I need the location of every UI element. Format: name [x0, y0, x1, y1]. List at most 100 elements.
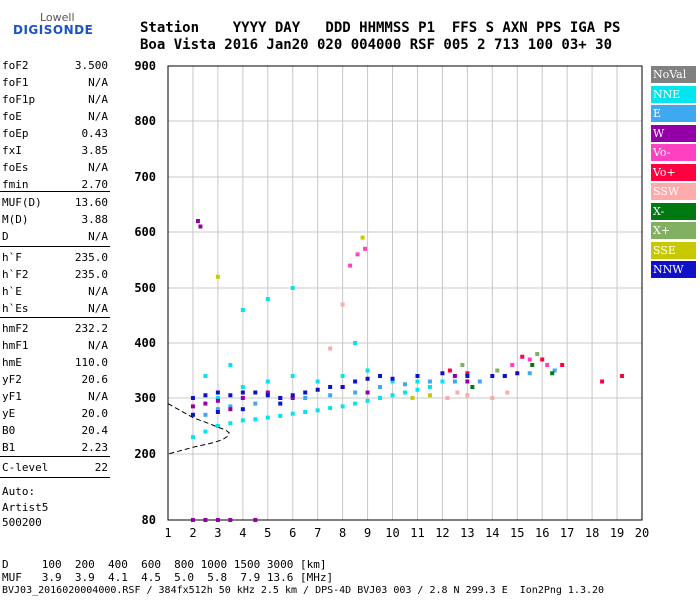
data-point-vo	[527, 357, 532, 362]
param-value: 235.0	[74, 268, 108, 281]
separator	[0, 246, 110, 247]
param-value: 110.0	[74, 356, 108, 369]
data-point-vo	[447, 368, 452, 373]
autoscaling-code: 500200	[2, 516, 42, 529]
data-point-e	[527, 371, 532, 376]
param-row: D N/A	[2, 230, 108, 247]
data-point-ssw	[490, 396, 495, 400]
data-point-nne	[353, 401, 358, 406]
param-name: M(D)	[2, 213, 29, 226]
y-tick-label: 800	[134, 114, 156, 128]
data-point-w	[215, 518, 220, 522]
x-tick-label: 9	[364, 526, 371, 540]
data-point-nne	[365, 398, 370, 403]
data-point-w	[465, 379, 470, 384]
data-point-vo	[620, 374, 625, 378]
separator	[0, 191, 110, 192]
data-point-w	[365, 390, 370, 395]
autoscaling-method: Artist5	[2, 501, 49, 514]
data-point-nnw	[240, 390, 245, 395]
param-value: N/A	[88, 76, 108, 89]
data-point-w	[215, 398, 220, 403]
digisonde-logo: DIGISONDE	[13, 23, 94, 37]
param-name: yE	[2, 407, 16, 420]
data-point-nne	[190, 435, 195, 440]
param-name: h`F	[2, 251, 22, 264]
legend-item-noval: NoVal	[651, 66, 696, 83]
param-value: 20.4	[81, 424, 109, 437]
data-point-nne	[228, 421, 233, 426]
data-point-e	[378, 385, 383, 389]
data-point-ssw	[505, 390, 510, 395]
data-point-w	[195, 219, 200, 223]
footer-info: BVJ03_2016020004000.RSF / 384fx512h 50 k…	[2, 585, 605, 596]
param-row: B1 2.23	[2, 441, 108, 458]
param-row: fmin 2.70	[2, 178, 108, 195]
x-tick-label: 18	[585, 526, 599, 540]
data-point-nnw	[215, 410, 220, 414]
data-point-e	[403, 382, 407, 387]
param-name: foEp	[2, 127, 29, 140]
x-tick-label: 16	[535, 526, 549, 540]
data-point-nne	[328, 406, 333, 411]
x-tick-label: 1	[164, 526, 171, 540]
param-row: MUF(D) 13.60	[2, 196, 108, 213]
y-tick-label: 80	[142, 513, 156, 527]
param-value: N/A	[88, 230, 108, 243]
data-point-nnw	[290, 393, 295, 398]
data-point-x	[535, 352, 540, 356]
data-point-nnw	[365, 376, 370, 381]
x-tick-label: 13	[460, 526, 474, 540]
data-point-sse	[410, 396, 415, 400]
data-point-nnw	[303, 390, 308, 395]
data-point-ssw	[465, 393, 470, 398]
param-name: hmF1	[2, 339, 29, 352]
param-name: B0	[2, 424, 16, 437]
data-point-nne	[228, 363, 233, 367]
param-row: yF1 N/A	[2, 390, 108, 407]
param-row: hmE 110.0	[2, 356, 108, 373]
param-value: 20.6	[81, 373, 109, 386]
param-name: fmin	[2, 178, 29, 191]
data-point-nnw	[240, 407, 245, 412]
param-name: yF1	[2, 390, 22, 403]
data-point-w	[228, 518, 233, 522]
param-name: h`Es	[2, 302, 29, 315]
x-tick-label: 4	[239, 526, 246, 540]
data-point-x	[495, 368, 500, 373]
data-point-e	[452, 379, 457, 384]
legend-item-ssw: SSW	[651, 183, 696, 200]
data-point-vo	[363, 246, 368, 251]
separator	[0, 456, 110, 457]
data-point-nne	[203, 429, 208, 434]
separator	[0, 317, 110, 318]
data-point-nnw	[203, 393, 208, 398]
param-value: 3.85	[81, 144, 109, 157]
data-point-e	[353, 390, 358, 395]
param-row: h`E N/A	[2, 285, 108, 302]
data-point-nne	[415, 387, 420, 392]
data-point-x	[530, 363, 535, 367]
data-point-e	[477, 379, 482, 384]
data-point-nne	[290, 286, 295, 290]
data-point-nnw	[215, 390, 220, 395]
param-value: 3.500	[74, 59, 108, 72]
param-row: M(D) 3.88	[2, 213, 108, 230]
param-row: h`Es N/A	[2, 302, 108, 319]
header-values: Boa Vista 2016 Jan20 020 004000 RSF 005 …	[140, 37, 613, 53]
data-point-sse	[215, 274, 220, 279]
param-row: hmF1 N/A	[2, 339, 108, 356]
data-point-w	[228, 407, 233, 412]
param-row: yF2 20.6	[2, 373, 108, 390]
param-name: yF2	[2, 373, 22, 386]
data-point-vo	[465, 371, 470, 376]
param-name: hmF2	[2, 322, 29, 335]
param-value: 232.2	[74, 322, 108, 335]
x-tick-label: 5	[264, 526, 271, 540]
autoscaling-label: Auto:	[2, 485, 36, 498]
legend-item-w: W	[651, 124, 696, 142]
data-point-nne	[353, 341, 358, 345]
data-point-nnw	[515, 371, 520, 376]
param-row: h`F2 235.0	[2, 268, 108, 285]
muf-value-row: MUF 3.9 3.9 4.1 4.5 5.0 5.8 7.9 13.6 [MH…	[2, 571, 334, 584]
